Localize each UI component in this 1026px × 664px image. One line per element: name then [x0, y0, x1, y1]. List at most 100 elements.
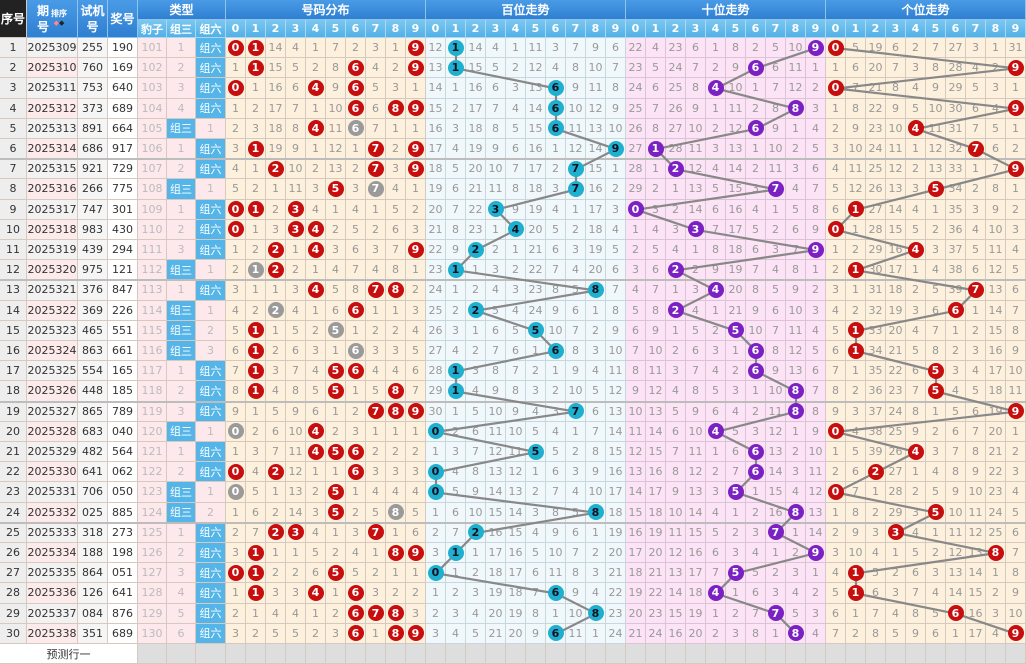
hundreds-hit-ball: 2: [467, 241, 484, 258]
footer-predict-cell[interactable]: [626, 644, 646, 664]
footer-predict-cell[interactable]: [196, 644, 226, 664]
footer-predict-cell[interactable]: [546, 644, 566, 664]
footer-predict-cell[interactable]: [706, 644, 726, 664]
footer-predict-cell[interactable]: [406, 644, 426, 664]
footer-predict-cell[interactable]: [646, 644, 666, 664]
hundreds-cell: 7: [546, 260, 566, 281]
footer-predict-cell[interactable]: [786, 644, 806, 664]
footer-predict-cell[interactable]: [1006, 644, 1026, 664]
footer-predict-cell[interactable]: [606, 644, 626, 664]
footer-predict-cell[interactable]: [686, 644, 706, 664]
footer-predict-cell[interactable]: [826, 644, 846, 664]
footer-predict-cell[interactable]: [326, 644, 346, 664]
footer-predict-cell[interactable]: [346, 644, 366, 664]
tens-cell: 9: [806, 219, 826, 240]
footer-predict-cell[interactable]: [746, 644, 766, 664]
dist-cell: 7: [366, 159, 386, 180]
row-test-number: 683: [78, 421, 108, 442]
footer-predict-cell[interactable]: [226, 644, 246, 664]
row-prize-number: 789: [108, 401, 138, 422]
hundreds-cell: 1: [446, 361, 466, 382]
dist-cell: 4: [306, 78, 326, 99]
footer-predict-cell[interactable]: [906, 644, 926, 664]
dist-cell: 6: [346, 341, 366, 362]
units-cell: 5: [906, 98, 926, 119]
header-type-0: 豹子: [138, 20, 167, 38]
footer-predict-cell[interactable]: [246, 644, 266, 664]
hundreds-cell: 5: [506, 320, 526, 341]
units-hit-ball: 1: [847, 584, 864, 601]
footer-predict-cell[interactable]: [466, 644, 486, 664]
units-cell: 8: [846, 98, 866, 119]
header-digit: 4: [906, 20, 926, 38]
type-badge: 组三: [167, 118, 196, 139]
tens-cell: 9: [626, 381, 646, 402]
hundreds-hit-ball: 7: [567, 180, 584, 197]
sort-button[interactable]: 排序 ◆◆: [51, 9, 67, 28]
footer-predict-cell[interactable]: [306, 644, 326, 664]
footer-predict-cell[interactable]: [366, 644, 386, 664]
footer-predict-cell[interactable]: [806, 644, 826, 664]
type-miss-count: 125: [138, 522, 167, 543]
tens-cell: 9: [766, 118, 786, 139]
footer-predict-cell[interactable]: [446, 644, 466, 664]
hundreds-hit-ball: 5: [527, 322, 544, 339]
footer-predict-cell[interactable]: [386, 644, 406, 664]
dist-hit-ball: 9: [407, 100, 424, 117]
tens-hit-ball: 5: [727, 483, 744, 500]
footer-predict-cell[interactable]: [986, 644, 1006, 664]
footer-predict-cell[interactable]: [506, 644, 526, 664]
footer-predict-label[interactable]: 预测行一: [0, 644, 138, 664]
footer-predict-cell[interactable]: [966, 644, 986, 664]
footer-predict-cell[interactable]: [266, 644, 286, 664]
units-cell: 26: [886, 442, 906, 463]
footer-predict-cell[interactable]: [946, 644, 966, 664]
footer-predict-cell[interactable]: [726, 644, 746, 664]
footer-predict-cell[interactable]: [526, 644, 546, 664]
footer-predict-cell[interactable]: [486, 644, 506, 664]
tens-cell: 5: [766, 38, 786, 59]
hundreds-cell: 6: [546, 240, 566, 261]
dist-cell: 2: [326, 421, 346, 442]
type-miss-count: 127: [138, 563, 167, 584]
hundreds-cell: 8: [586, 502, 606, 523]
footer-predict-cell[interactable]: [926, 644, 946, 664]
units-cell: 8: [986, 543, 1006, 564]
footer-predict-cell[interactable]: [766, 644, 786, 664]
footer-predict-cell[interactable]: [286, 644, 306, 664]
row-period: 2025333: [27, 522, 78, 543]
units-cell: 5: [926, 482, 946, 503]
hundreds-cell: 2: [426, 522, 446, 543]
dist-cell: 5: [346, 219, 366, 240]
units-cell: 35: [946, 199, 966, 220]
footer-predict-cell[interactable]: [426, 644, 446, 664]
header-digit: 9: [606, 20, 626, 38]
units-cell: 21: [866, 78, 886, 99]
hundreds-cell: 29: [426, 381, 446, 402]
tens-cell: 4: [806, 623, 826, 644]
group-separator: [0, 521, 1026, 524]
footer-predict-cell[interactable]: [846, 644, 866, 664]
footer-predict-cell[interactable]: [886, 644, 906, 664]
footer-predict-cell[interactable]: [586, 644, 606, 664]
footer-predict-cell[interactable]: [866, 644, 886, 664]
hundreds-cell: 1: [446, 401, 466, 422]
type-badge: 组六: [196, 38, 226, 59]
footer-predict-cell[interactable]: [167, 644, 196, 664]
tens-hit-ball: 7: [767, 524, 784, 541]
tens-cell: 8: [686, 381, 706, 402]
dist-cell: 4: [266, 603, 286, 624]
sort-down-icon[interactable]: ◆: [59, 19, 65, 27]
tens-cell: 4: [806, 320, 826, 341]
units-cell: 1: [846, 320, 866, 341]
footer-predict-cell[interactable]: [138, 644, 167, 664]
units-hit-ball: 5: [927, 362, 944, 379]
footer-predict-cell[interactable]: [566, 644, 586, 664]
type-miss-count: 3: [167, 240, 196, 261]
hundreds-cell: 11: [526, 38, 546, 59]
hundreds-cell: 24: [526, 300, 546, 321]
header-period[interactable]: 期号排序 ◆◆: [27, 0, 78, 38]
footer-predict-cell[interactable]: [666, 644, 686, 664]
sort-up-icon[interactable]: ◆: [53, 19, 59, 27]
dist-hit-ball: 2: [267, 160, 284, 177]
